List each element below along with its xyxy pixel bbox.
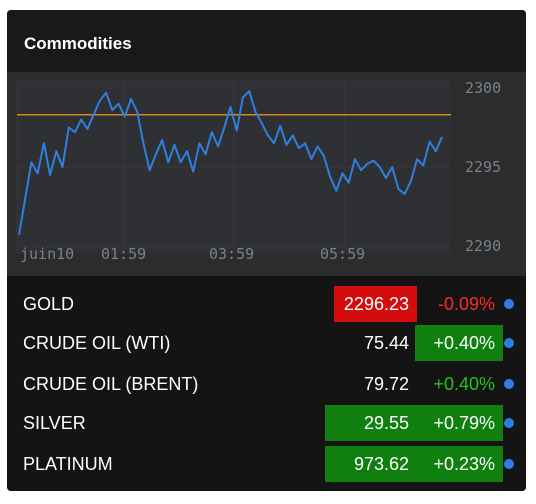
commodity-name: CRUDE OIL (WTI) [23, 333, 171, 353]
commodity-row-silver[interactable]: SILVER 29.55 +0.79% [7, 404, 526, 442]
x-tick-label: 01:59 [101, 245, 146, 263]
status-dot-icon [504, 459, 514, 469]
commodity-change: +0.40% [415, 325, 503, 361]
commodity-row-gold[interactable]: GOLD 2296.23 -0.09% [7, 285, 526, 323]
commodity-name: GOLD [23, 294, 75, 314]
x-tick-label: 05:59 [320, 245, 365, 263]
price-chart-svg: 2300 2295 2290 juin10 01:59 03:59 05:59 [16, 79, 501, 263]
y-tick-label: 2290 [465, 237, 501, 255]
commodity-list: GOLD 2296.23 -0.09% CRUDE OIL (WTI) 75.4… [7, 276, 526, 491]
commodity-name: SILVER [23, 413, 86, 433]
status-dot-icon [504, 418, 514, 428]
commodity-row-crude-oil-brent[interactable]: CRUDE OIL (BRENT) 79.72 +0.40% [7, 365, 526, 403]
x-tick-label: juin10 [20, 245, 74, 263]
commodity-change: +0.40% [433, 374, 495, 394]
commodity-price: 75.44 [363, 333, 409, 353]
status-dot-icon [504, 379, 514, 389]
commodity-price: 29.55 [325, 405, 417, 441]
commodity-price: 973.62 [325, 446, 417, 482]
price-chart[interactable]: 2300 2295 2290 juin10 01:59 03:59 05:59 [7, 72, 526, 276]
commodity-name: PLATINUM [23, 454, 113, 474]
y-tick-label: 2295 [465, 158, 501, 176]
commodity-row-platinum[interactable]: PLATINUM 973.62 +0.23% [7, 445, 526, 483]
status-dot-icon [504, 299, 514, 309]
commodity-row-crude-oil-wti[interactable]: CRUDE OIL (WTI) 75.44 +0.40% [7, 324, 526, 362]
widget-header: Commodities [7, 10, 526, 72]
widget-title: Commodities [24, 34, 132, 53]
y-tick-label: 2300 [465, 79, 501, 97]
commodity-price: 79.72 [363, 374, 409, 394]
status-dot-icon [504, 338, 514, 348]
commodity-change: -0.09% [437, 294, 495, 314]
commodity-change: +0.79% [415, 405, 503, 441]
x-tick-label: 03:59 [209, 245, 254, 263]
price-series-line [18, 90, 443, 236]
commodity-price: 2296.23 [334, 286, 417, 322]
commodities-widget: Commodities 2300 2295 2290 juin10 01:59 03:59… [7, 10, 526, 491]
commodity-name: CRUDE OIL (BRENT) [23, 374, 199, 394]
commodity-change: +0.23% [415, 446, 503, 482]
